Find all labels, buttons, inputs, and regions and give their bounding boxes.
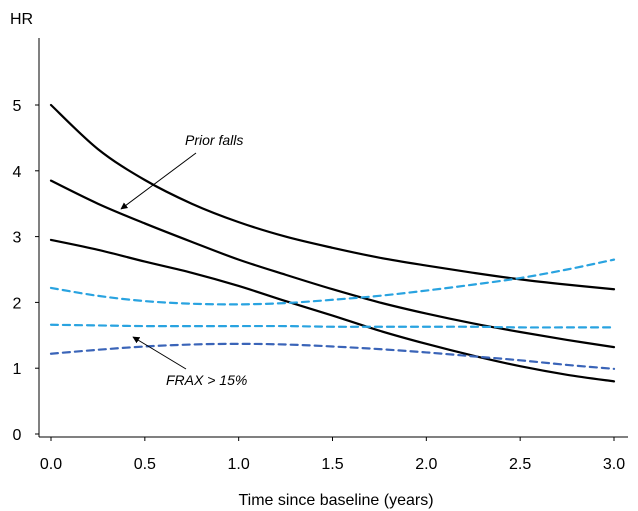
x-axis-ticks: 0.0 0.5 1.0 1.5 2.0 2.5 3.0 — [40, 437, 625, 473]
annotation-frax-arrow — [132, 336, 187, 370]
series-line-prior-falls-estimate — [49, 179, 616, 349]
x-tick-label: 0.0 — [40, 456, 62, 473]
y-tick-label: 3 — [13, 230, 22, 247]
y-tick-label: 5 — [13, 98, 22, 115]
x-tick-label: 2.5 — [509, 456, 531, 473]
series-layer — [49, 103, 616, 383]
x-axis-title: Time since baseline (years) — [238, 492, 433, 509]
series-line-frax-lower — [49, 342, 616, 370]
annotation-frax: FRAX > 15% — [132, 336, 247, 388]
annotation-prior-falls-arrow — [120, 152, 197, 210]
y-tick-label: 4 — [13, 164, 22, 181]
y-axis-title: HR — [10, 11, 33, 28]
y-tick-label: 2 — [13, 295, 22, 312]
series-line-frax-estimate — [49, 323, 616, 329]
series-line-prior-falls-lower — [49, 238, 616, 383]
x-tick-label: 1.0 — [228, 456, 250, 473]
annotation-frax-label: FRAX > 15% — [166, 372, 247, 388]
y-tick-label: 0 — [13, 427, 22, 444]
y-tick-label: 1 — [13, 361, 22, 378]
y-axis-ticks: 0 1 2 3 4 5 — [13, 98, 39, 444]
annotation-prior-falls: Prior falls — [120, 132, 243, 210]
x-tick-label: 0.5 — [134, 456, 156, 473]
x-tick-label: 3.0 — [603, 456, 625, 473]
x-tick-label: 2.0 — [415, 456, 437, 473]
series-line-frax-upper — [49, 258, 616, 306]
annotation-prior-falls-label: Prior falls — [185, 132, 243, 148]
series-line-prior-falls-upper — [49, 103, 616, 291]
x-tick-label: 1.5 — [321, 456, 343, 473]
